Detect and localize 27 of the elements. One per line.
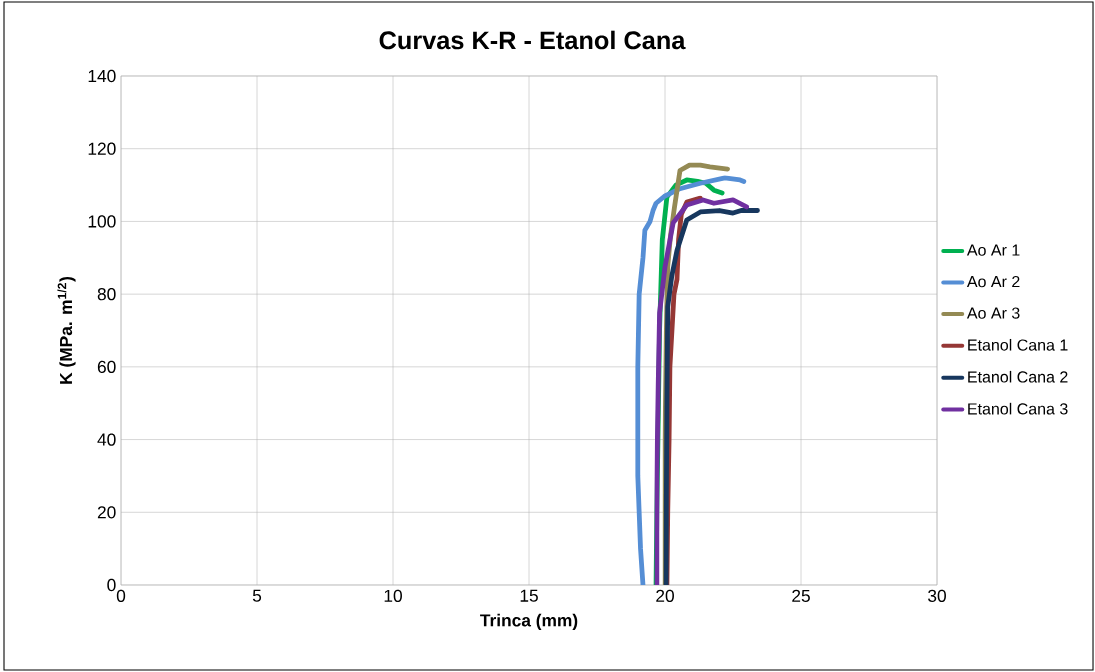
x-tick-label: 10 bbox=[384, 589, 402, 602]
legend-label: Ao Ar 1 bbox=[966, 244, 1020, 256]
legend-label: Etanol Cana 3 bbox=[968, 402, 1068, 415]
y-axis-title: K (MPa. m$^{1/2}$) bbox=[57, 277, 76, 384]
y-tick-label: 120 bbox=[88, 142, 116, 155]
x-tick-label: 5 bbox=[252, 589, 262, 602]
y-tick-label: 0 bbox=[107, 578, 116, 592]
line-series bbox=[635, 175, 747, 585]
x-tick-label: 0 bbox=[116, 589, 126, 602]
legend-label: Etanol Cana 1 bbox=[968, 338, 1068, 351]
x-axis-title: Trinca (mm) bbox=[480, 613, 578, 630]
y-tick-label: 40 bbox=[97, 433, 116, 446]
line-series bbox=[663, 208, 760, 585]
y-tick-label: 100 bbox=[88, 215, 116, 228]
y-tick-label: 140 bbox=[88, 69, 116, 83]
x-tick-label: 30 bbox=[928, 589, 946, 602]
y-tick-label: 80 bbox=[97, 288, 116, 301]
chart-title: Curvas K-R - Etanol Cana bbox=[379, 30, 686, 50]
legend-label: Ao Ar 3 bbox=[966, 307, 1020, 319]
x-tick-label: 25 bbox=[792, 589, 810, 602]
x-tick-label: 15 bbox=[520, 589, 538, 602]
y-tick-label: 60 bbox=[97, 360, 116, 373]
line-series bbox=[654, 197, 750, 585]
y-tick-label: 20 bbox=[97, 506, 116, 519]
legend-label: Etanol Cana 2 bbox=[968, 370, 1068, 383]
legend-label: Ao Ar 2 bbox=[966, 275, 1020, 288]
x-tick-label: 20 bbox=[656, 589, 674, 602]
